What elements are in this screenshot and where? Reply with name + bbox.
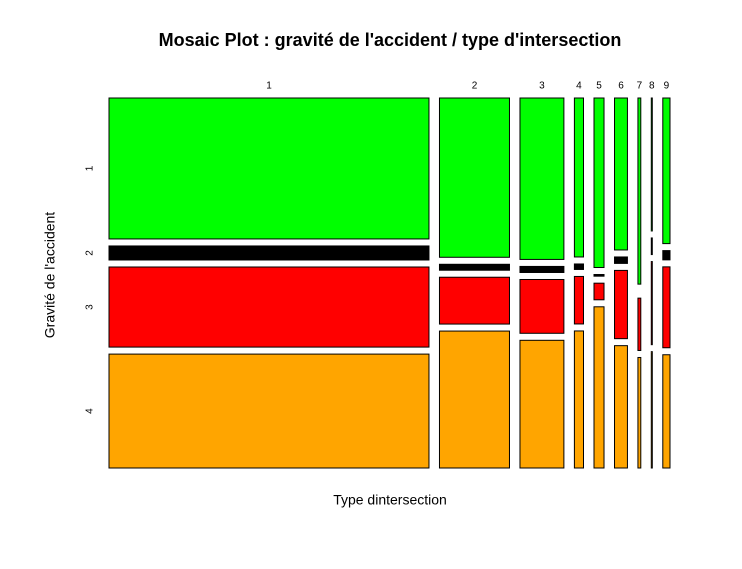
mosaic-cell — [573, 275, 585, 325]
x-tick-label: 8 — [649, 81, 655, 92]
mosaic-cell — [593, 306, 605, 469]
mosaic-cell — [650, 351, 653, 469]
x-tick-label: 6 — [618, 81, 624, 92]
y-tick-label: 2 — [85, 250, 96, 256]
x-tick-label: 3 — [539, 81, 545, 92]
y-tick-label: 3 — [85, 304, 96, 310]
mosaic-cell — [108, 245, 430, 261]
mosaic-cell — [650, 237, 653, 256]
mosaic-cell — [108, 266, 430, 348]
mosaic-cell — [573, 330, 585, 469]
mosaic-cell — [573, 97, 585, 258]
x-tick-label: 9 — [664, 81, 670, 92]
chart-title: Mosaic Plot : gravité de l'accident / ty… — [159, 30, 622, 50]
mosaic-cell — [614, 345, 628, 469]
mosaic-cell — [593, 97, 605, 269]
mosaic-cell — [637, 97, 642, 285]
mosaic-cell — [593, 282, 605, 301]
mosaic-cell — [438, 97, 510, 258]
y-tick-label: 1 — [85, 165, 96, 171]
mosaic-cell — [519, 339, 565, 469]
mosaic-cell — [614, 269, 628, 340]
mosaic-cell — [438, 330, 510, 469]
mosaic-cell — [108, 97, 430, 240]
mosaic-cell — [662, 97, 671, 245]
mosaic-cell — [662, 354, 671, 469]
mosaic-cell — [650, 97, 653, 232]
mosaic-cell — [614, 97, 628, 251]
mosaic-cell — [108, 353, 430, 469]
mosaic-cell — [614, 256, 628, 264]
x-axis-title: Type dintersection — [333, 492, 447, 508]
mosaic-cell — [519, 265, 565, 273]
x-tick-label: 1 — [266, 81, 272, 92]
mosaic-cell — [650, 261, 653, 346]
x-tick-label: 5 — [596, 81, 602, 92]
mosaic-cell — [593, 274, 605, 277]
x-tick-label: 2 — [472, 81, 478, 92]
mosaic-cell — [438, 276, 510, 325]
x-tick-label: 4 — [576, 81, 582, 92]
y-axis-title: Gravité de l'accident — [42, 212, 58, 339]
mosaic-cell — [519, 278, 565, 334]
mosaic-cell — [573, 263, 585, 270]
x-tick-label: 7 — [637, 81, 643, 92]
mosaic-cell — [662, 266, 671, 349]
mosaic-cell — [662, 250, 671, 261]
mosaic-cell — [637, 297, 642, 351]
mosaic-cell — [519, 97, 565, 260]
y-tick-label: 4 — [85, 408, 96, 414]
mosaic-cell — [438, 263, 510, 271]
mosaic-cell — [637, 356, 642, 469]
